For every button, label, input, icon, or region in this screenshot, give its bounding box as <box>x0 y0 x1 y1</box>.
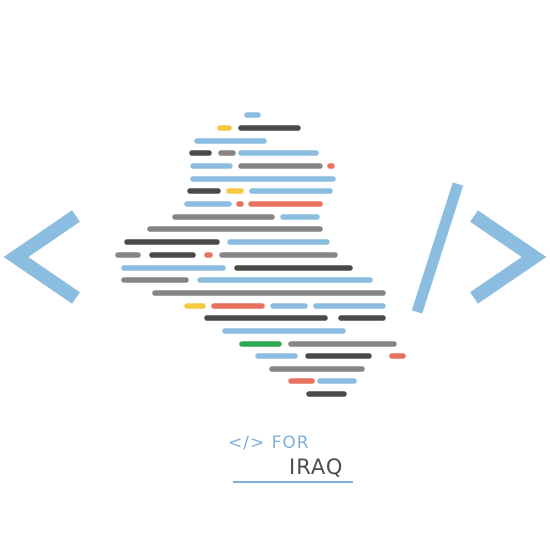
wordmark-title: IRAQ <box>289 455 344 479</box>
left-angle-bracket-icon <box>3 210 80 304</box>
right-angle-bracket-icon <box>470 210 547 304</box>
wordmark-prefix: </> FOR <box>228 433 310 453</box>
slash-icon <box>411 182 464 314</box>
iraq-map-code-lines <box>115 112 406 397</box>
wordmark-underline <box>233 481 353 483</box>
